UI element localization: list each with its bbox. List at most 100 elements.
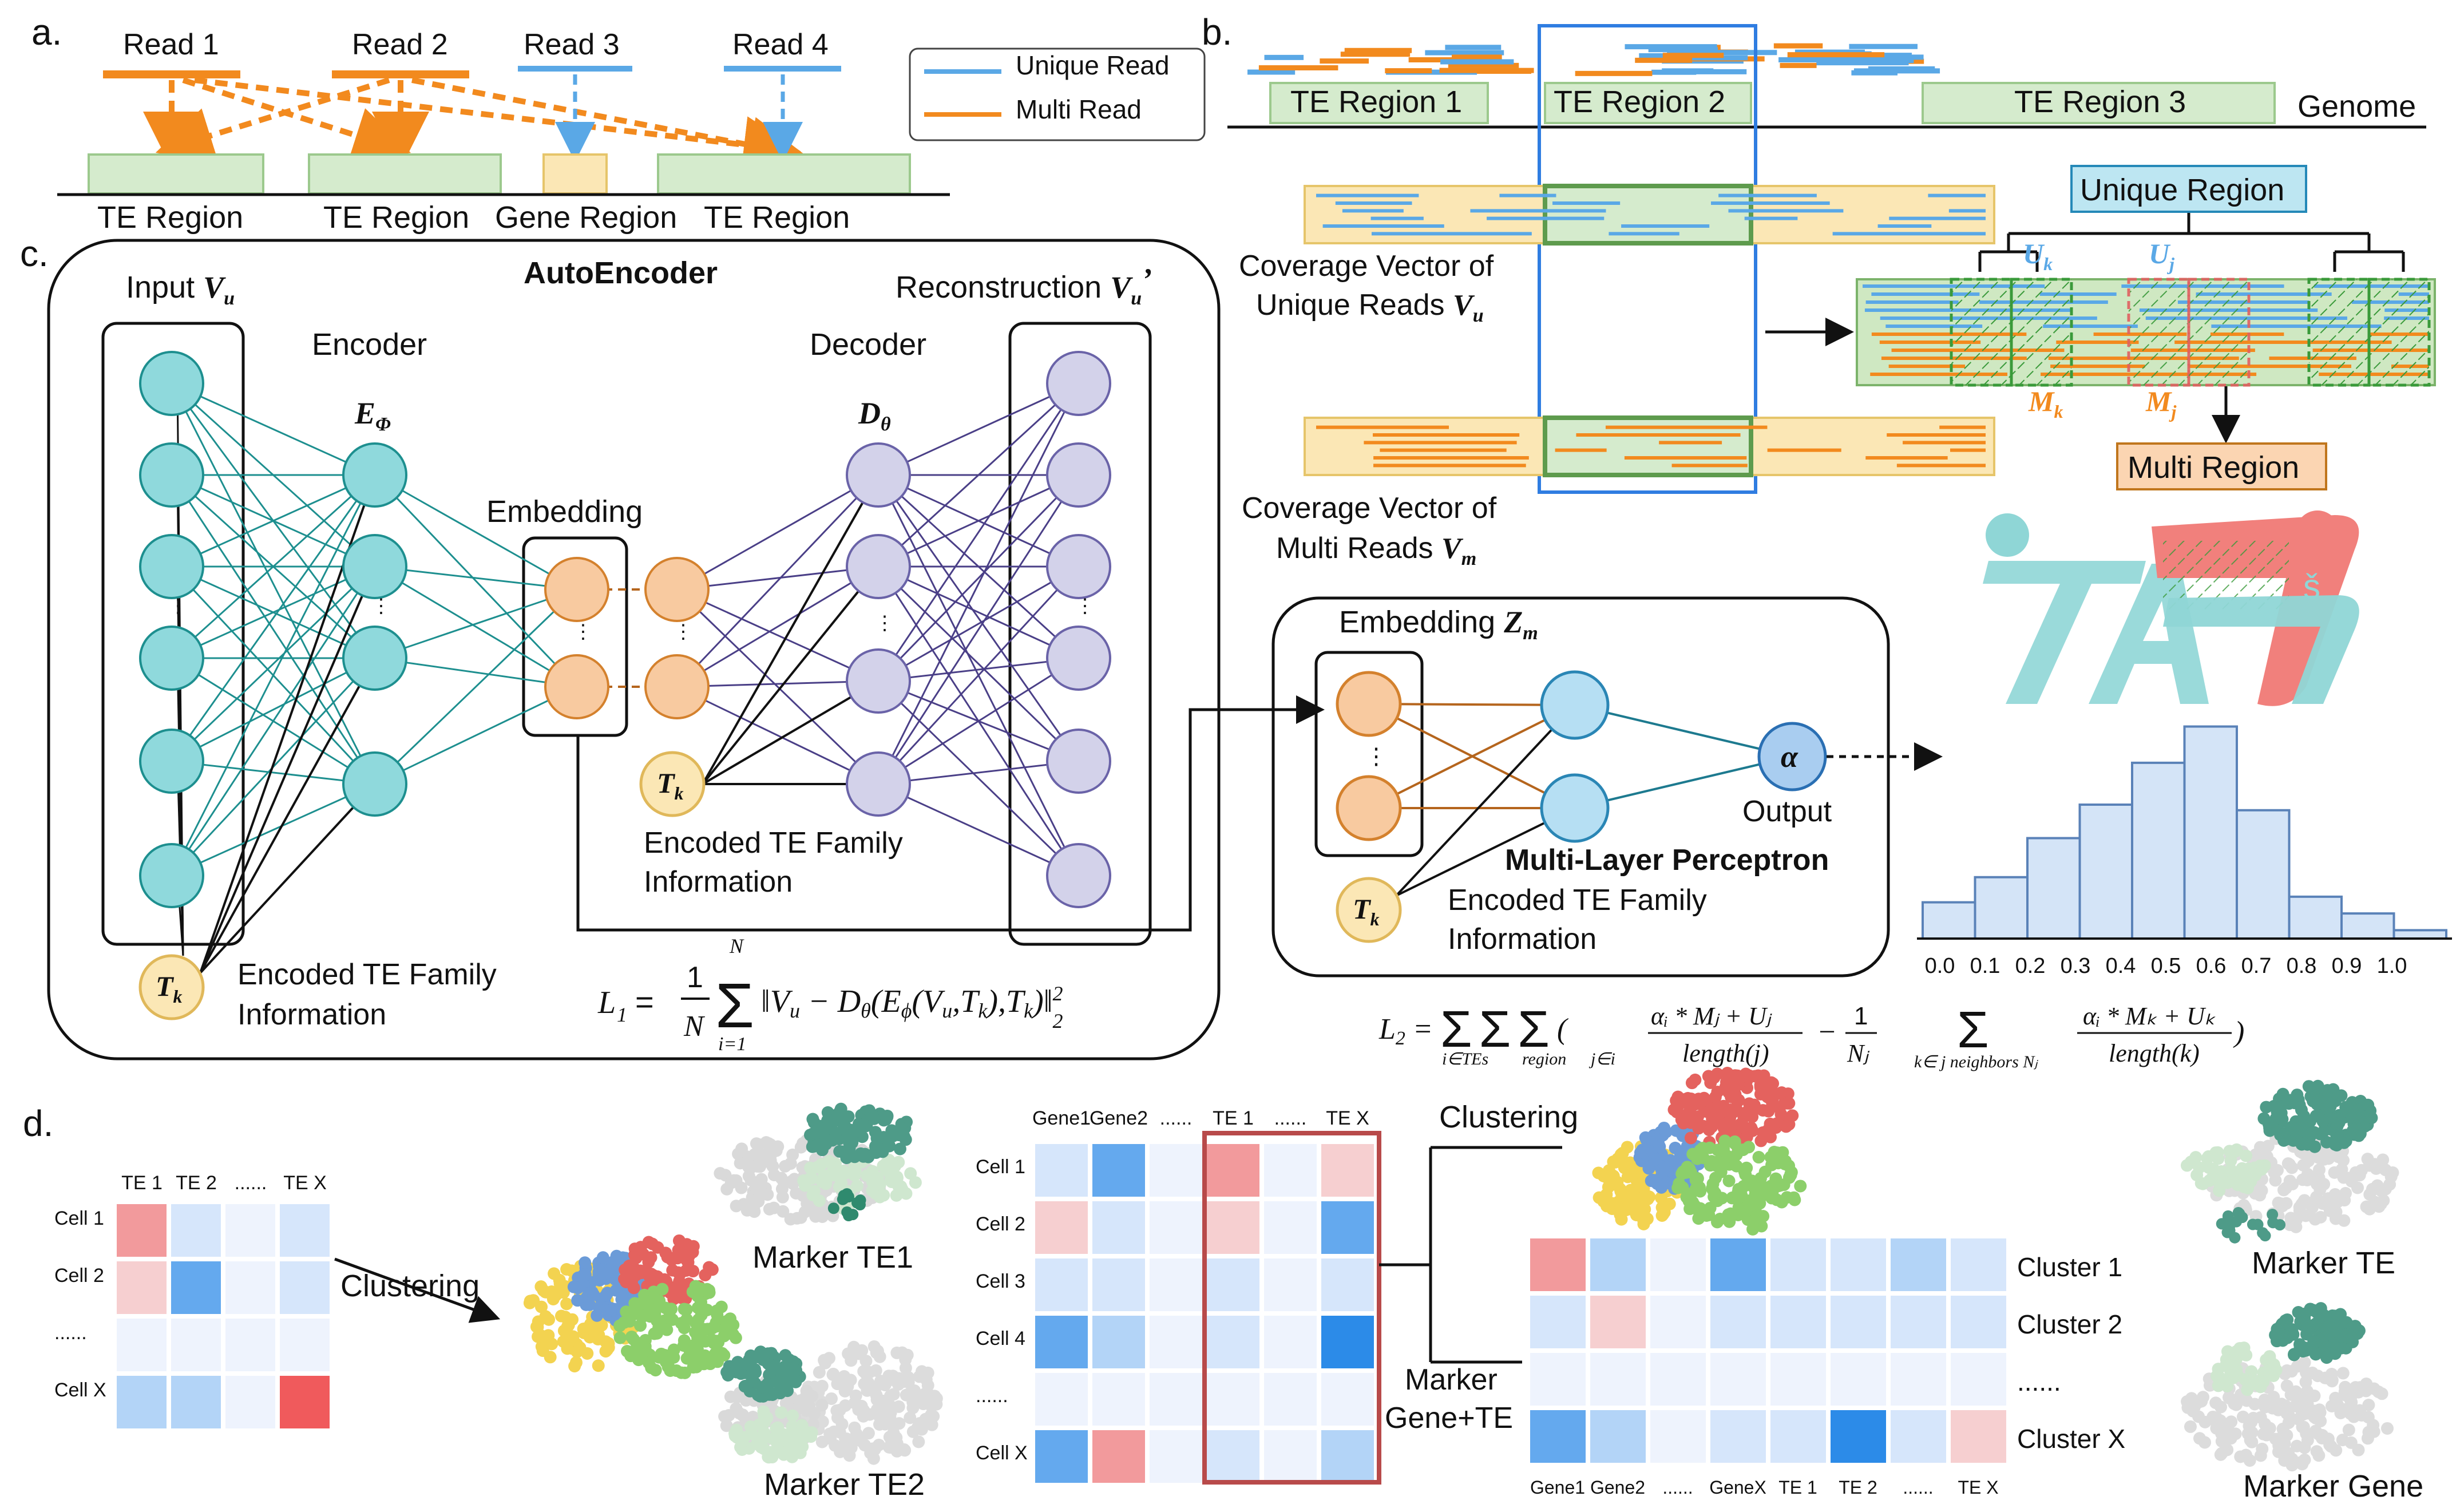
svg-text:i∈TEs: i∈TEs [1442,1050,1488,1068]
scatter-point [906,1425,920,1438]
big-heatmap-col: Gene1 [1032,1107,1091,1129]
clustering-label-1: Clustering [340,1269,480,1303]
scatter-point [689,1280,702,1293]
scatter-point [918,1387,932,1400]
edge [702,680,880,785]
scatter-point [613,1331,627,1344]
scatter-point [874,1395,887,1408]
scatter-point [2209,1396,2223,1410]
scatter-point [1752,1069,1765,1082]
scatter-point [2268,1359,2281,1372]
scatter-point [695,1308,708,1321]
scatter-point [697,1323,710,1336]
scatter-point [1725,1090,1738,1103]
heatmap-cell [1650,1410,1706,1463]
scatter-point [1716,1117,1729,1130]
decoder-node [846,648,911,714]
heatmap-cell [1650,1296,1706,1348]
svg-text:−: − [1817,1016,1837,1048]
heatmap-cell [1264,1144,1317,1197]
scatter-point [2312,1163,2326,1177]
heatmap-cell [1891,1353,1946,1406]
scatter-point [703,1286,716,1299]
scatter-point [2376,1153,2390,1166]
scatter-point [639,1344,652,1357]
encoder-symbol: EΦ [354,396,391,435]
heatmap-cell [1831,1238,1886,1291]
histogram-tick: 0.0 [1925,954,1955,978]
heatmap-cell [225,1204,275,1257]
ellipsis: ⋮ [1075,595,1095,617]
scatter-point [674,1267,687,1280]
edge [171,474,375,568]
scatter-point [893,1142,906,1155]
scatter-point [577,1269,590,1282]
scatter-point [675,1366,688,1379]
scatter-point [731,1356,744,1369]
scatter-point [571,1281,584,1295]
scatter-point [1704,1076,1717,1089]
scatter-point [1742,1141,1756,1154]
scatter-point [1659,1125,1673,1138]
scatter-point [2332,1150,2345,1163]
scatter-point [813,1194,826,1208]
ellipsis: ⋮ [168,595,188,617]
scatter-point [1614,1185,1627,1198]
scatter-point [859,1367,872,1380]
histogram-bar [2183,725,2238,940]
scatter-point [579,1322,592,1335]
heatmap-cell [1831,1353,1886,1406]
edge [877,474,1080,762]
scatter-point [639,1333,652,1347]
svg-text:Nⱼ: Nⱼ [1847,1039,1869,1067]
heatmap-cell [1035,1144,1088,1197]
scatter-point [740,1204,754,1217]
unique-region-tree [1978,213,2405,272]
heatmap-cell [1321,1144,1374,1197]
heatmap-cell [117,1319,167,1371]
scatter-point [680,1339,694,1352]
scatter-point [2212,1379,2225,1392]
cluster-row-label: ...... [2017,1367,2061,1396]
heatmap-cell [1035,1430,1088,1483]
scatter-point [786,1409,799,1422]
genome-label: Genome [2297,89,2416,124]
scatter-point [662,1360,675,1373]
edge [374,588,577,659]
scatter-point [2329,1391,2342,1404]
scatter-point [680,1352,694,1365]
edge [199,658,376,973]
scatter-point [2362,1098,2375,1111]
scatter-point [1753,1197,1766,1210]
heatmap-cell [1207,1316,1259,1368]
cluster-row-label: Cluster 2 [2017,1309,2122,1339]
scatter-point [2269,1174,2282,1187]
scatter-point [675,1317,688,1330]
svg-text:region: region [1522,1050,1566,1068]
scatter-point [2255,1184,2268,1197]
scatter-point [1658,1206,1671,1219]
edge [171,382,375,476]
scatter-point [893,1417,906,1430]
scatter-point [710,1305,723,1319]
unique-read-arrows [555,74,803,162]
scatter-point [2313,1308,2326,1321]
edge [877,383,1080,785]
scatter-point [870,1346,883,1359]
heatmap-cell [171,1204,221,1257]
svg-text:1: 1 [1854,1002,1868,1030]
mlp-frame [1271,596,1890,977]
edge [877,474,1080,682]
legend-multi-label: Multi Read [1016,94,1142,124]
tk-node-mlp [1336,877,1402,943]
scatter-point [2307,1082,2320,1095]
scatter-point [1631,1207,1645,1220]
scatter-point [1702,1106,1715,1119]
heatmap-cell [1207,1373,1259,1426]
alpha-histogram: 0.0 0.1 0.2 0.3 0.4 0.5 0.6 0.7 0.8 0.9 1.0 [1917,725,2452,978]
scatter-point [1660,1177,1673,1190]
svg-text:length(k): length(k) [2109,1039,2200,1067]
scatter-point [539,1310,552,1323]
edge [171,474,376,762]
